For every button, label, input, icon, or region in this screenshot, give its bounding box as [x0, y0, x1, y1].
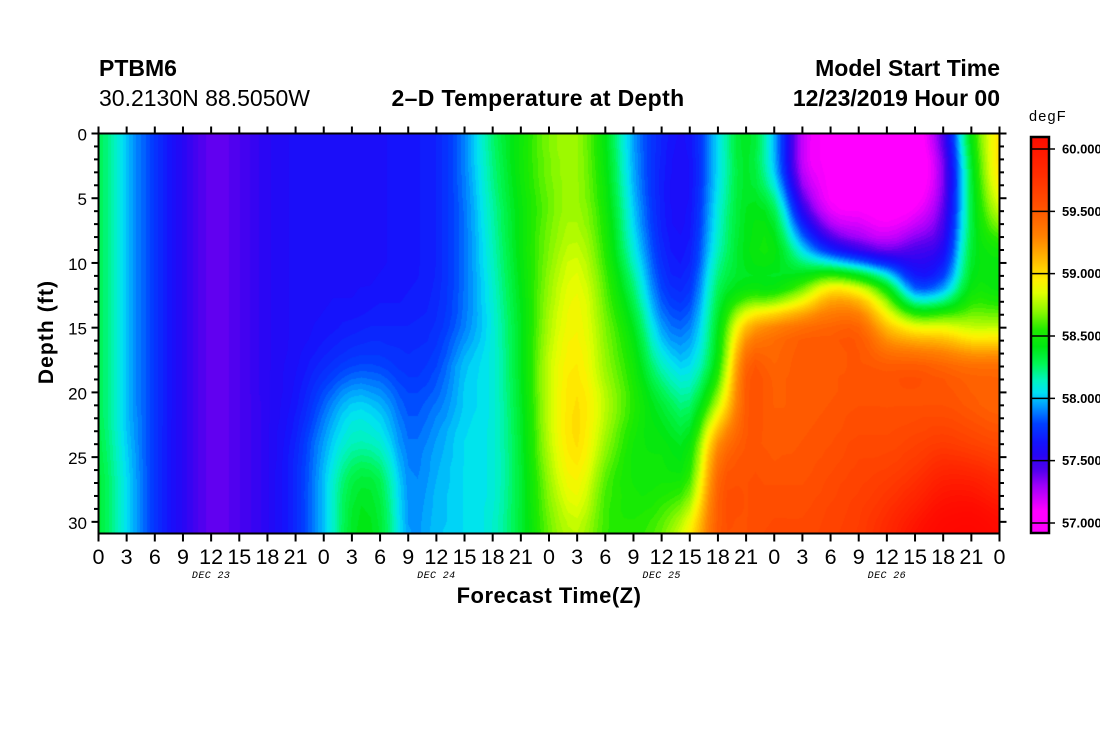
svg-text:12: 12	[650, 545, 674, 569]
svg-text:18: 18	[255, 545, 279, 569]
svg-text:30: 30	[68, 514, 87, 533]
svg-text:0: 0	[78, 126, 87, 145]
svg-text:12: 12	[199, 545, 223, 569]
svg-text:18: 18	[481, 545, 505, 569]
svg-text:DEC 25: DEC 25	[642, 571, 680, 582]
svg-text:58.500: 58.500	[1062, 329, 1100, 344]
svg-text:57.000: 57.000	[1062, 516, 1100, 531]
svg-text:21: 21	[734, 545, 758, 569]
svg-text:0: 0	[543, 545, 555, 569]
svg-text:57.500: 57.500	[1062, 453, 1100, 468]
svg-text:12: 12	[424, 545, 448, 569]
svg-text:9: 9	[627, 545, 639, 569]
svg-text:6: 6	[599, 545, 611, 569]
svg-text:0: 0	[994, 545, 1006, 569]
svg-text:9: 9	[402, 545, 414, 569]
svg-text:9: 9	[853, 545, 865, 569]
svg-text:59.000: 59.000	[1062, 266, 1100, 281]
svg-text:18: 18	[706, 545, 730, 569]
svg-text:3: 3	[796, 545, 808, 569]
svg-text:5: 5	[78, 190, 87, 209]
svg-text:59.500: 59.500	[1062, 204, 1100, 219]
svg-text:10: 10	[68, 255, 87, 274]
svg-text:20: 20	[68, 384, 87, 403]
svg-text:0: 0	[93, 545, 105, 569]
svg-text:12: 12	[875, 545, 899, 569]
svg-text:21: 21	[284, 545, 308, 569]
svg-text:25: 25	[68, 449, 87, 468]
svg-text:9: 9	[177, 545, 189, 569]
svg-text:6: 6	[825, 545, 837, 569]
svg-text:60.000: 60.000	[1062, 142, 1100, 157]
svg-text:6: 6	[374, 545, 386, 569]
svg-text:DEC 23: DEC 23	[192, 571, 230, 582]
svg-text:DEC 24: DEC 24	[417, 571, 455, 582]
svg-text:3: 3	[571, 545, 583, 569]
svg-text:21: 21	[959, 545, 983, 569]
svg-text:3: 3	[346, 545, 358, 569]
svg-text:3: 3	[121, 545, 133, 569]
svg-text:18: 18	[931, 545, 955, 569]
svg-text:DEC 26: DEC 26	[868, 571, 906, 582]
svg-text:58.000: 58.000	[1062, 391, 1100, 406]
svg-text:15: 15	[227, 545, 251, 569]
svg-text:21: 21	[509, 545, 533, 569]
svg-text:15: 15	[903, 545, 927, 569]
svg-text:15: 15	[453, 545, 477, 569]
svg-text:15: 15	[678, 545, 702, 569]
svg-text:15: 15	[68, 320, 87, 339]
svg-text:0: 0	[318, 545, 330, 569]
svg-text:0: 0	[768, 545, 780, 569]
svg-text:6: 6	[149, 545, 161, 569]
